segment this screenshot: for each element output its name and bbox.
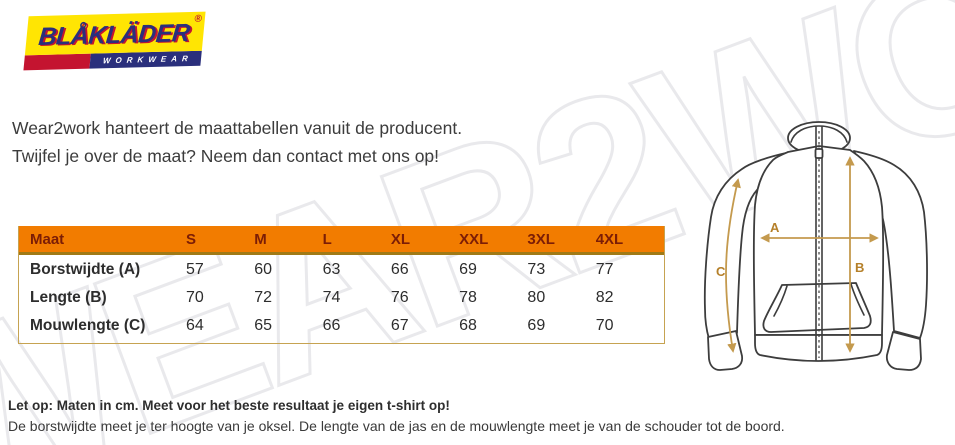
size-cell: 69 [459, 261, 477, 278]
size-cell: 80 [527, 289, 546, 306]
size-column-header: XL [390, 230, 411, 248]
size-row-label: Borstwijdte (A) [30, 261, 141, 278]
jacket-left-sleeve [703, 152, 787, 340]
jacket-pocket-opening-left [773, 285, 788, 317]
brand-logo-shape: BLÅKLÄDER ® WORKWEAR [23, 11, 206, 71]
size-table-body: Borstwijdte (A) 57 60 63 66 69 73 77 Len… [19, 255, 664, 343]
intro-line-2: Twijfel je over de maat? Neem dan contac… [12, 146, 440, 166]
jacket-diagram: A B C [703, 121, 928, 371]
size-cell: 70 [186, 289, 204, 306]
table-row: Mouwlengte (C) 64 65 66 67 68 69 70 [19, 312, 664, 340]
table-row: Borstwijdte (A) 57 60 63 66 69 73 77 [19, 256, 664, 284]
jacket-pocket [762, 282, 872, 333]
size-cell: 69 [527, 317, 546, 334]
size-cell: 65 [254, 317, 273, 334]
footnotes: Let op: Maten in cm. Meet voor het beste… [8, 396, 785, 437]
intro-line-1: Wear2work hanteert de maattabellen vanui… [12, 118, 463, 138]
table-row: Lengte (B) 70 72 74 76 78 80 82 [19, 284, 664, 312]
jacket-zipper-slider [814, 148, 824, 159]
jacket-collar-rim [790, 125, 848, 143]
size-cell: 73 [527, 261, 546, 278]
size-cell: 66 [322, 317, 341, 334]
size-cell: 68 [459, 317, 477, 334]
size-cell: 74 [322, 289, 341, 306]
size-row-label: Mouwlengte (C) [30, 317, 146, 334]
size-cell: 77 [595, 261, 614, 278]
size-cell: 57 [186, 261, 204, 278]
brand-logo-bar-blue: WORKWEAR [88, 50, 202, 69]
dimension-label-c: C [716, 264, 726, 279]
brand-name-text: BLÅKLÄDER [37, 18, 191, 52]
size-column-header: XXL [459, 230, 489, 248]
dimension-arrow-c [725, 178, 741, 353]
brand-logo-bar-red [23, 53, 91, 71]
size-column-header: 4XL [595, 230, 624, 248]
size-table: Maat S M L XL XXL 3XL 4XL Borstwijdte (A… [18, 226, 665, 344]
note-measure-info: De borstwijdte meet je ter hoogte van je… [8, 418, 785, 434]
size-cell: 70 [595, 317, 614, 334]
jacket-right-sleeve [853, 150, 928, 339]
size-cell: 76 [390, 289, 409, 306]
size-cell: 72 [254, 289, 273, 306]
size-cell: 66 [390, 261, 409, 278]
note-bold: Let op: Maten in cm. Meet voor het beste… [8, 398, 450, 413]
size-cell: 67 [390, 317, 409, 334]
size-cell: 60 [254, 261, 273, 278]
size-column-header: M [254, 230, 267, 248]
dimension-label-b: B [855, 260, 864, 275]
size-cell: 63 [322, 261, 341, 278]
size-column-header: L [322, 230, 332, 248]
size-column-header: Maat [30, 230, 65, 248]
jacket-left-cuff [707, 330, 744, 371]
dimension-label-a: A [770, 220, 780, 235]
size-cell: 82 [595, 289, 614, 306]
jacket-right-cuff [885, 331, 922, 371]
size-column-header: 3XL [527, 230, 555, 248]
size-row-label: Lengte (B) [30, 289, 107, 306]
size-cell: 78 [459, 289, 477, 306]
brand-subtitle-text: WORKWEAR [102, 53, 194, 66]
brand-logo: BLÅKLÄDER ® WORKWEAR [23, 11, 206, 71]
intro-paragraph: Wear2work hanteert de maattabellen vanui… [12, 114, 462, 170]
registered-trademark-icon: ® [193, 13, 203, 25]
size-column-header: S [186, 230, 197, 248]
brand-logo-yellow-panel: BLÅKLÄDER ® [24, 11, 206, 56]
size-table-header-row: Maat S M L XL XXL 3XL 4XL [19, 226, 664, 255]
size-cell: 64 [186, 317, 204, 334]
